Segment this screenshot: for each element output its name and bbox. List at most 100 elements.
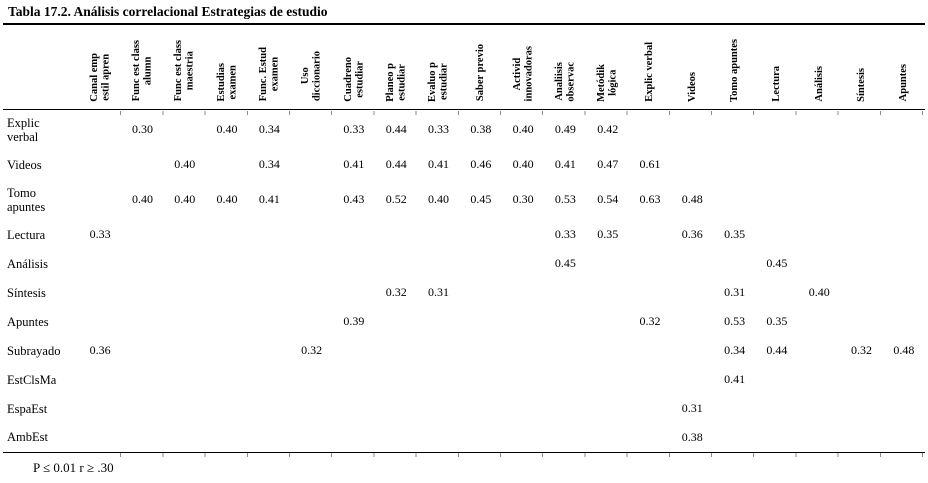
value-cell — [629, 394, 671, 423]
value-cell — [79, 109, 121, 150]
value-cell — [882, 423, 925, 453]
value-cell: 0.42 — [597, 122, 619, 137]
value-cell — [417, 365, 459, 394]
value-cell — [333, 220, 375, 249]
value-cell — [460, 278, 502, 307]
value-cell: 0.45 — [554, 256, 576, 270]
value-cell — [883, 278, 925, 307]
value-cell — [206, 394, 248, 423]
value-cell: 0.46 — [470, 157, 492, 171]
value-cell — [671, 365, 713, 394]
value-cell — [79, 394, 121, 423]
value-cell: 0.35 — [597, 227, 619, 241]
value-cell: 0.47 — [597, 157, 619, 171]
value-cell — [629, 109, 671, 150]
value-cell — [840, 278, 882, 307]
column-header: Análisis — [798, 25, 841, 110]
significance-note: P ≤ 0.01 r ≥ .30 — [33, 459, 114, 475]
value-cell — [840, 109, 882, 150]
value-cell — [629, 278, 671, 307]
value-cell — [798, 220, 840, 249]
value-cell — [121, 365, 163, 394]
value-cell — [587, 394, 629, 423]
value-cell — [460, 307, 502, 336]
value-cell — [840, 179, 882, 220]
column-header: Cuadreno estudiar — [332, 25, 376, 110]
value-cell — [163, 423, 206, 453]
column-header-label: Uso diccionario — [300, 51, 323, 102]
value-cell — [756, 365, 798, 394]
value-cell — [333, 336, 375, 365]
value-cell — [121, 423, 164, 453]
value-cell — [544, 423, 587, 453]
value-cell: 0.45 — [470, 192, 492, 206]
value-cell — [840, 423, 883, 453]
value-cell — [587, 249, 629, 278]
column-header-label: Apuntes — [898, 64, 910, 102]
column-header-label: Activid innovadoras — [511, 46, 535, 102]
value-cell — [883, 179, 925, 220]
value-cell: 0.35 — [724, 227, 746, 241]
value-cell — [502, 365, 544, 394]
value-cell — [290, 109, 332, 150]
column-header-label: Func. Estud examen — [258, 47, 281, 102]
value-cell — [121, 336, 163, 365]
value-cell — [629, 249, 671, 278]
value-cell — [333, 249, 375, 278]
value-cell — [205, 423, 249, 453]
column-header-label: Cuadreno estudiar — [342, 56, 365, 102]
row-label: Explic verbal — [7, 115, 40, 144]
value-cell: 0.38 — [671, 423, 714, 453]
value-cell — [121, 220, 163, 249]
table-body: Explic verbal 0.30 0.40 0.34 0.33 0.44 0.33 0.3… — [3, 109, 925, 453]
column-header-label: Analiisis observac — [554, 61, 577, 102]
value-cell — [290, 179, 332, 220]
value-cell — [375, 336, 417, 365]
value-cell — [798, 394, 840, 423]
value-cell — [375, 220, 417, 249]
value-cell — [206, 150, 248, 179]
value-cell — [164, 249, 206, 278]
value-cell — [460, 336, 502, 365]
value-cell — [713, 109, 755, 150]
header-column-ticks — [79, 110, 923, 115]
value-cell — [290, 365, 332, 394]
value-cell: 0.38 — [470, 122, 492, 137]
value-cell: 0.40 — [174, 192, 196, 206]
value-cell: 0.36 — [89, 343, 111, 357]
value-cell: 0.63 — [639, 192, 661, 206]
column-header: Metódik lógica — [586, 25, 629, 110]
table-row: Tomo apuntes 0.40 0.40 0.40 0.41 0.43 0.52 0.40… — [3, 179, 925, 220]
value-cell — [756, 278, 798, 307]
column-header: Estudias examen — [205, 25, 249, 110]
row-label: Lectura — [7, 227, 46, 242]
value-cell — [206, 307, 248, 336]
table-row: EspaEst 0.31 — [3, 394, 925, 423]
value-cell — [798, 423, 841, 453]
column-header: Explic verbal — [628, 25, 672, 110]
value-cell — [164, 109, 206, 150]
value-cell — [164, 365, 206, 394]
column-header: Apuntes — [882, 25, 925, 110]
value-cell — [883, 365, 925, 394]
table-title: Tabla 17.2. Análisis correlacional Estra… — [3, 4, 925, 25]
column-header: Planeo p estudiar — [375, 25, 418, 110]
value-cell: 0.33 — [554, 227, 576, 241]
value-cell — [206, 278, 248, 307]
value-cell — [883, 394, 925, 423]
value-cell — [248, 220, 290, 249]
value-cell — [375, 423, 418, 453]
value-cell — [544, 394, 586, 423]
value-cell — [417, 336, 459, 365]
value-cell — [883, 249, 925, 278]
value-cell — [502, 249, 544, 278]
table-row: Lectura 0.33 0.33 0.35 0.36 0.35 — [3, 220, 925, 249]
corner-cell — [3, 25, 79, 110]
value-cell — [713, 150, 755, 179]
value-cell — [206, 365, 248, 394]
value-cell: 0.30 — [131, 122, 153, 137]
value-cell — [671, 109, 713, 150]
value-cell — [587, 336, 629, 365]
value-cell: 0.40 — [512, 157, 534, 171]
